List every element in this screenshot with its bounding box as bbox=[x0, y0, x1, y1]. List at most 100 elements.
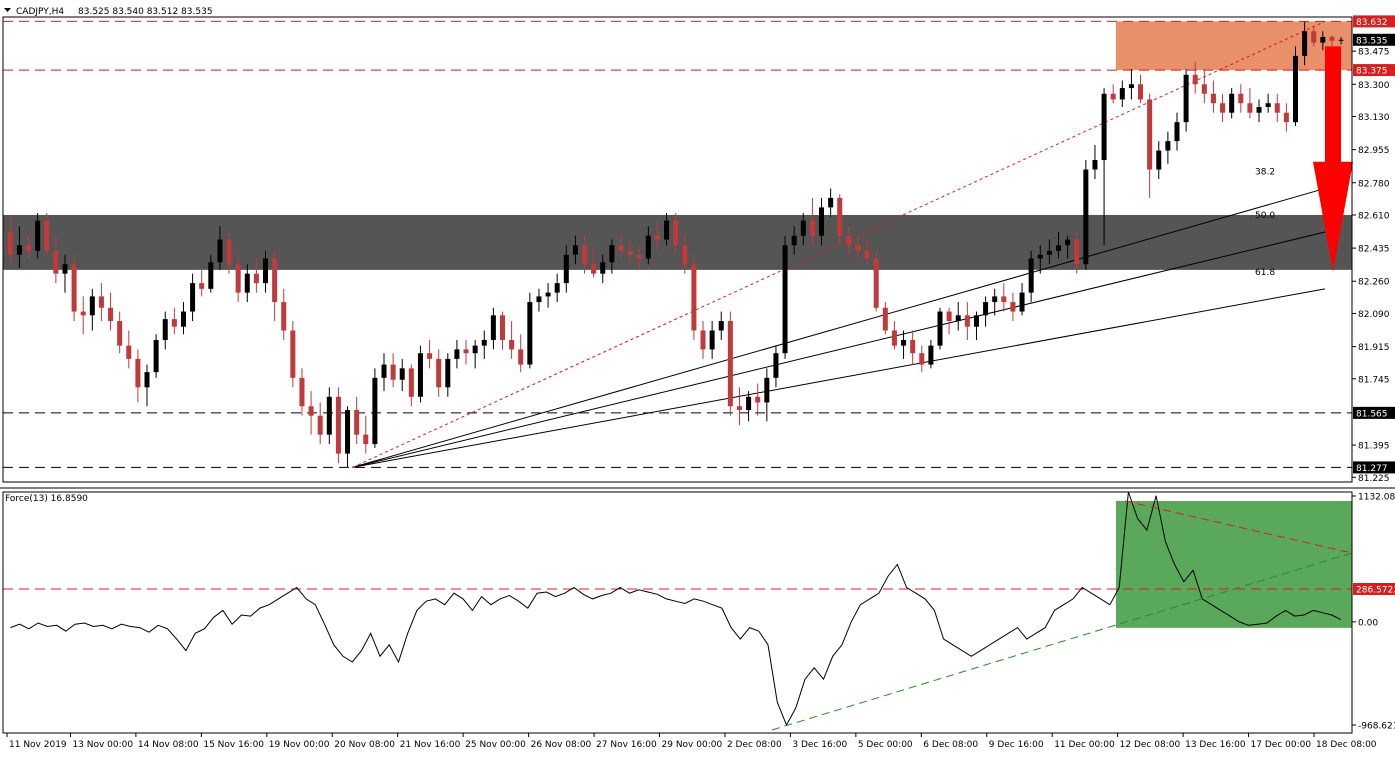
price-label: 81.565 bbox=[1353, 406, 1395, 419]
candle bbox=[1210, 80, 1216, 113]
candle bbox=[244, 264, 250, 303]
candle bbox=[1138, 74, 1144, 104]
candle bbox=[1083, 160, 1089, 270]
candle bbox=[946, 307, 952, 335]
fib-fan-line-61.8 bbox=[352, 288, 1326, 468]
candle bbox=[1183, 69, 1189, 132]
candle bbox=[782, 235, 788, 359]
candle bbox=[436, 349, 442, 397]
time-tick-label: 12 Dec 08:00 bbox=[1120, 740, 1181, 750]
time-tick-label: 14 Nov 08:00 bbox=[138, 740, 199, 750]
candle bbox=[1037, 245, 1043, 274]
candle bbox=[190, 273, 196, 322]
oscillator-zone bbox=[1115, 501, 1352, 628]
candle bbox=[326, 387, 332, 445]
candle bbox=[1201, 69, 1207, 104]
price-label: 83.375 bbox=[1353, 64, 1395, 77]
price-tick-label: 82.090 bbox=[1358, 310, 1390, 320]
candle bbox=[1338, 36, 1344, 45]
time-tick-label: 18 Dec 08:00 bbox=[1316, 740, 1377, 750]
candle bbox=[317, 402, 323, 445]
time-tick-label: 27 Nov 16:00 bbox=[596, 740, 657, 750]
candle bbox=[1019, 283, 1025, 316]
candle bbox=[263, 250, 269, 293]
time-tick-label: 13 Dec 16:00 bbox=[1185, 740, 1246, 750]
candle bbox=[582, 235, 588, 274]
candle bbox=[144, 364, 150, 407]
candle bbox=[71, 254, 77, 322]
candle bbox=[299, 368, 305, 416]
time-tick-label: 26 Nov 08:00 bbox=[531, 740, 592, 750]
candle bbox=[928, 339, 934, 369]
candle bbox=[518, 334, 524, 373]
candle bbox=[964, 302, 970, 340]
candle bbox=[1302, 21, 1308, 66]
candle bbox=[117, 311, 123, 354]
candle bbox=[1329, 35, 1335, 47]
fib-label-38.2: 38.2 bbox=[1255, 167, 1275, 177]
candle bbox=[864, 239, 870, 265]
candle bbox=[53, 235, 59, 284]
candle bbox=[1229, 88, 1235, 119]
candle bbox=[509, 321, 515, 359]
price-tick-label: 82.780 bbox=[1358, 179, 1390, 189]
candle bbox=[153, 334, 159, 378]
price-tick-label: 82.435 bbox=[1358, 245, 1390, 255]
candle bbox=[1092, 144, 1098, 179]
candle bbox=[545, 283, 551, 308]
candle bbox=[354, 396, 360, 445]
fib-trend-line bbox=[352, 20, 1326, 468]
candle bbox=[463, 339, 469, 365]
candle bbox=[1046, 239, 1052, 265]
candle bbox=[736, 387, 742, 426]
price-tick-label: 82.260 bbox=[1358, 278, 1390, 288]
time-tick-label: 21 Nov 16:00 bbox=[400, 740, 461, 750]
candle bbox=[217, 226, 223, 270]
candle bbox=[809, 197, 815, 246]
time-tick-label: 5 Dec 00:00 bbox=[858, 740, 913, 750]
candle bbox=[108, 292, 114, 331]
fib-fan-line-50.0 bbox=[352, 231, 1326, 468]
candle bbox=[372, 368, 378, 448]
price-tick-label: 81.915 bbox=[1358, 343, 1390, 353]
candle bbox=[664, 213, 670, 246]
candle bbox=[1265, 93, 1271, 113]
candle bbox=[700, 321, 706, 359]
candle bbox=[645, 226, 651, 265]
candle bbox=[1147, 93, 1153, 198]
time-tick-label: 29 Nov 00:00 bbox=[662, 740, 723, 750]
candle bbox=[554, 273, 560, 303]
candle bbox=[253, 258, 259, 293]
svg-text:83.535: 83.535 bbox=[1356, 36, 1388, 46]
time-tick-label: 19 Nov 00:00 bbox=[269, 740, 330, 750]
candle bbox=[363, 415, 369, 454]
oscillator-label: Force(13) 16.8590 bbox=[5, 494, 88, 504]
svg-text:81.565: 81.565 bbox=[1356, 409, 1388, 419]
candle bbox=[873, 250, 879, 312]
candle bbox=[390, 353, 396, 388]
candle bbox=[1156, 141, 1162, 179]
candle bbox=[417, 345, 423, 403]
candle bbox=[600, 254, 606, 284]
candle bbox=[35, 213, 41, 259]
candle bbox=[454, 339, 460, 369]
candle bbox=[180, 302, 186, 335]
time-tick-label: 20 Nov 08:00 bbox=[334, 740, 395, 750]
force-support-trendline bbox=[771, 552, 1353, 731]
candle bbox=[481, 330, 487, 359]
ohlc-readout: 83.525 83.540 83.512 83.535 bbox=[78, 7, 213, 17]
candle bbox=[819, 197, 825, 246]
candle bbox=[381, 353, 387, 392]
candle bbox=[891, 321, 897, 350]
down-arrow-icon bbox=[1313, 46, 1353, 272]
chart-menu-icon[interactable] bbox=[4, 8, 11, 12]
candle bbox=[837, 194, 843, 246]
candle bbox=[882, 302, 888, 335]
candle bbox=[272, 250, 278, 322]
time-tick-label: 11 Nov 2019 bbox=[9, 740, 67, 750]
candle bbox=[26, 235, 32, 259]
candle bbox=[199, 269, 205, 297]
candle bbox=[1247, 88, 1253, 119]
force-tick-label: -968.6216 bbox=[1358, 722, 1395, 732]
candle bbox=[755, 383, 761, 416]
